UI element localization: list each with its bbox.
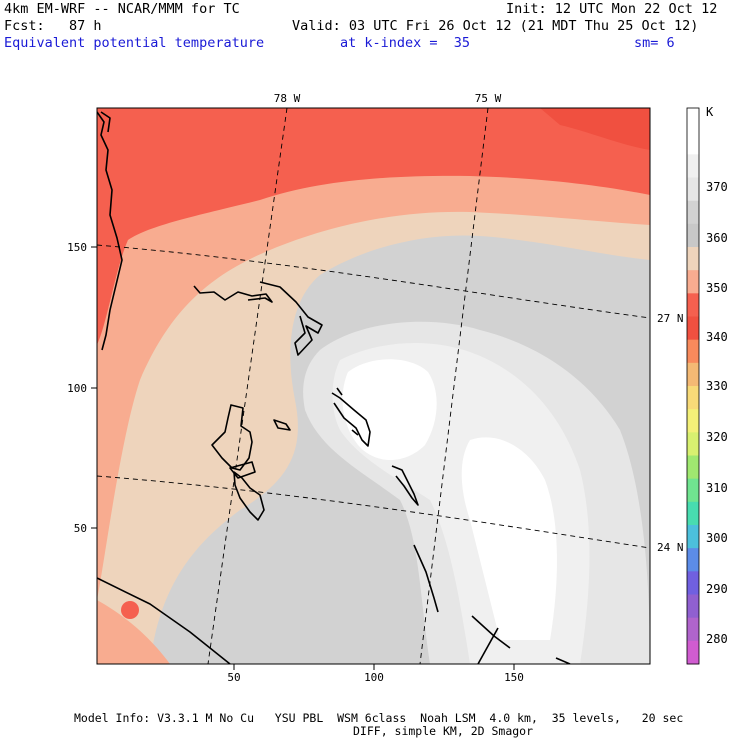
colorbar xyxy=(686,107,700,665)
colorbar-label: 340 xyxy=(706,330,728,344)
colorbar-swatch xyxy=(687,154,699,178)
k-index: at k-index = 35 xyxy=(340,35,471,51)
colorbar-swatch xyxy=(687,409,699,433)
ytick-label: 150 xyxy=(67,241,87,254)
theta-e-340-band xyxy=(97,108,650,345)
theta-e-sw-spot xyxy=(121,601,139,619)
meridian-78w xyxy=(207,108,288,664)
lon-label: 75 W xyxy=(475,92,502,105)
theta-e-sw-band xyxy=(97,600,170,664)
forecast-hour: Fcst: 87 h xyxy=(4,18,102,34)
colorbar-label: 330 xyxy=(706,379,728,393)
colorbar-swatch xyxy=(687,362,699,387)
lat-label: 27 N xyxy=(657,312,684,325)
init-time: Init: 12 UTC Mon 22 Oct 12 xyxy=(506,1,718,17)
map-plot-area xyxy=(97,108,650,664)
cuba-far-east xyxy=(555,657,571,664)
colorbar-frame xyxy=(686,107,700,665)
smoothing: sm= 6 xyxy=(634,35,675,51)
colorbar-swatch xyxy=(687,339,699,364)
parallel-27n xyxy=(97,244,650,319)
lat-label: 24 N xyxy=(657,541,684,554)
colorbar-swatch xyxy=(687,270,699,294)
eleuthera xyxy=(331,392,371,447)
grand-bahama xyxy=(193,285,273,303)
ytick-label: 50 xyxy=(74,522,87,535)
colorbar-label: 280 xyxy=(706,632,728,646)
axis-labels: 50 100 150 150 100 50 78 W 75 W 27 N 24 … xyxy=(67,92,683,684)
meridian-75w xyxy=(419,108,489,664)
florida-inlet xyxy=(100,111,111,133)
great-abaco xyxy=(259,281,323,356)
new-providence xyxy=(273,419,291,431)
exuma-islet xyxy=(351,429,359,436)
model-title: 4km EM-WRF -- NCAR/MMM for TC xyxy=(4,1,240,17)
colorbar-swatch xyxy=(687,108,699,132)
andros-north xyxy=(211,404,253,471)
theta-e-top-band xyxy=(540,108,650,150)
colorbar-label: 310 xyxy=(706,481,728,495)
colorbar-swatch xyxy=(687,200,699,225)
colorbar-label: 370 xyxy=(706,180,728,194)
xtick-label: 100 xyxy=(364,671,384,684)
colorbar-swatch xyxy=(687,478,699,503)
eleuthera-tip xyxy=(336,387,343,396)
cat-island xyxy=(391,465,419,506)
colorbar-label: 320 xyxy=(706,430,728,444)
colorbar-label: 290 xyxy=(706,582,728,596)
colorbar-swatch xyxy=(687,177,699,202)
graticule xyxy=(97,108,650,664)
colorbar-swatch xyxy=(687,293,699,317)
theta-e-370-band xyxy=(461,437,557,640)
xtick-label: 150 xyxy=(504,671,524,684)
colorbar-label: 300 xyxy=(706,531,728,545)
colorbar-swatch xyxy=(687,571,699,595)
colorbar-swatch xyxy=(687,594,699,619)
tick-marks xyxy=(91,246,515,670)
colorbar-swatch xyxy=(687,131,699,155)
colorbar-swatch xyxy=(687,223,699,248)
colorbar-swatch xyxy=(687,316,699,341)
theta-e-370-core xyxy=(342,359,437,460)
cuba-north-coast xyxy=(97,577,231,664)
xtick-label: 50 xyxy=(227,671,240,684)
field-name: Equivalent potential temperature xyxy=(4,35,265,51)
model-info: Model Info: V3.3.1 M No Cu YSU PBL WSM 6… xyxy=(74,711,684,725)
colorbar-swatch xyxy=(687,455,699,480)
colorbar-swatch xyxy=(687,386,699,410)
andros-south xyxy=(233,471,265,521)
colorbar-swatch xyxy=(687,432,699,456)
coastlines xyxy=(97,111,571,664)
andros-channel xyxy=(229,461,256,479)
ytick-label: 100 xyxy=(67,382,87,395)
colorbar-swatch xyxy=(687,525,699,549)
colorbar-label: 360 xyxy=(706,231,728,245)
lon-label: 78 W xyxy=(274,92,301,105)
long-island xyxy=(413,544,439,613)
model-info-line2: DIFF, simple KM, 2D Smagor xyxy=(353,724,534,738)
colorbar-swatch xyxy=(687,640,699,665)
cuba-east-spur xyxy=(477,627,499,664)
colorbar-swatch xyxy=(687,548,699,572)
theta-e-345-band xyxy=(97,108,650,600)
colorbar-label: 350 xyxy=(706,281,728,295)
colorbar-swatch xyxy=(687,247,699,271)
parallel-24n xyxy=(97,475,650,549)
valid-time: Valid: 03 UTC Fri 26 Oct 12 (21 MDT Thu … xyxy=(292,18,699,34)
florida-coast xyxy=(97,111,123,351)
colorbar-labels: K 370 360 350 340 330 320 310 300 290 28… xyxy=(706,105,728,646)
colorbar-swatch xyxy=(687,501,699,526)
colorbar-unit: K xyxy=(706,105,714,119)
colorbar-swatch xyxy=(687,617,699,642)
